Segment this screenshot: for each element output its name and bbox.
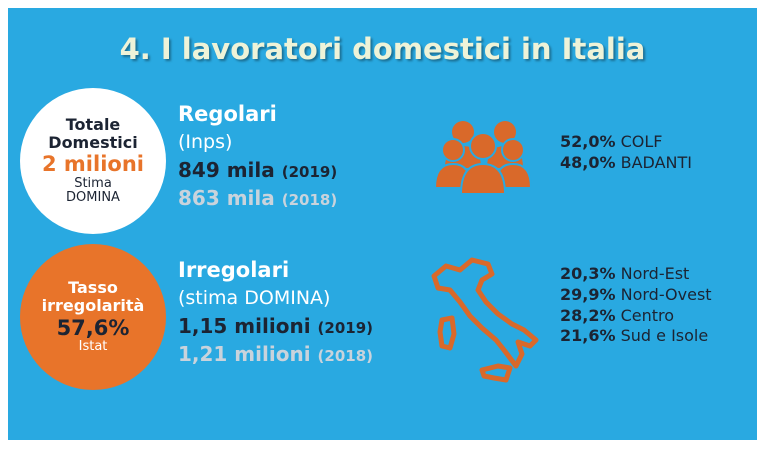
label: Totale (65, 114, 121, 134)
regular-block: Regolari (Inps) 849 mila (2019) 863 mila… (178, 100, 337, 212)
current: 1,15 milioni (2019) (178, 312, 373, 340)
value: 57,6% (56, 315, 130, 340)
stat-row: 29,9% Nord-Ovest (560, 285, 712, 306)
stat-row: 28,2% Centro (560, 306, 712, 327)
source: Istat (78, 338, 108, 354)
year: (2019) (317, 318, 373, 337)
rate-circle: Tasso irregolarità 57,6% Istat (20, 244, 166, 390)
value: 2 milioni (42, 152, 144, 177)
label: BADANTI (620, 152, 692, 172)
previous: 863 mila (2018) (178, 184, 337, 212)
value: 863 mila (178, 185, 275, 210)
label: Nord-Est (620, 264, 690, 283)
source: (stima DOMINA) (178, 287, 331, 310)
share: 20,3% (560, 264, 616, 283)
label: COLF (620, 132, 663, 151)
share: 21,6% (560, 326, 616, 346)
source: Stima (74, 175, 112, 191)
value: 1,15 milioni (178, 313, 311, 338)
label: Domestici (48, 132, 138, 152)
heading: Regolari (178, 102, 277, 126)
stat-row: 20,3% Nord-Est (560, 264, 712, 285)
italy-map (431, 257, 539, 383)
share: 48,0% (560, 152, 616, 172)
regions: 20,3% Nord-Est 29,9% Nord-Ovest 28,2% Cent… (560, 264, 712, 347)
label: Centro (620, 305, 675, 325)
share: 28,2% (560, 305, 616, 325)
irregular-block: Irregolari (stima DOMINA) 1,15 milioni (… (178, 256, 373, 368)
year: (2018) (281, 190, 338, 209)
source: (Inps) (178, 131, 233, 154)
year: (2018) (317, 346, 373, 365)
stat-row: 52,0% COLF (560, 132, 692, 153)
heading: Irregolari (178, 258, 290, 282)
label: Tasso (68, 278, 118, 298)
people-icon (433, 121, 533, 195)
total-circle: Totale Domestici 2 milioni Stima DOMINA (20, 88, 166, 234)
title: 4. I lavoratori domestici in Italia (119, 32, 646, 66)
value: 849 mila (178, 157, 275, 182)
worker-types: 52,0% COLF 48,0% BADANTI (560, 132, 692, 174)
label: irregolarità (41, 296, 145, 316)
label: Nord-Ovest (620, 284, 712, 304)
current: 849 mila (2019) (178, 156, 337, 184)
year: (2019) (281, 162, 338, 181)
stat-row: 21,6% Sud e Isole (560, 326, 712, 347)
value: 1,21 milioni (178, 341, 311, 366)
share: 29,9% (560, 284, 616, 304)
stat-row: 48,0% BADANTI (560, 153, 692, 174)
label: Sud e Isole (620, 326, 709, 346)
panel: 4. I lavoratori domestici in Italia Tota… (8, 8, 757, 440)
source: DOMINA (66, 190, 120, 206)
previous: 1,21 milioni (2018) (178, 340, 373, 368)
share: 52,0% (560, 132, 616, 151)
